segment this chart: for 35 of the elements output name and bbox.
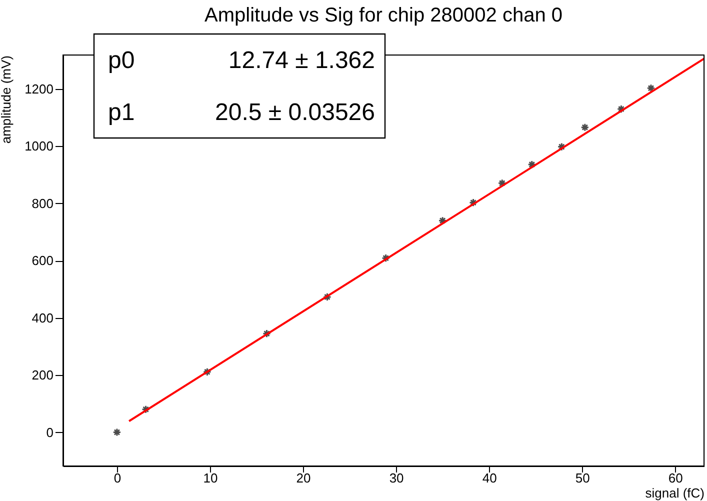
x-tick-label: 50 bbox=[575, 470, 590, 486]
x-tick-label: 60 bbox=[668, 470, 683, 486]
y-tick-label: 0 bbox=[46, 424, 54, 440]
point bbox=[382, 254, 390, 262]
point bbox=[528, 160, 536, 169]
y-tick-label: 600 bbox=[32, 253, 54, 268]
y-tick-label: 1000 bbox=[24, 138, 54, 154]
x-tick-label: 20 bbox=[296, 470, 311, 486]
point bbox=[580, 123, 590, 132]
y-tick-label: 800 bbox=[32, 196, 54, 211]
x-tick-label: 10 bbox=[203, 470, 218, 486]
x-axis-title: signal (fC) bbox=[645, 486, 704, 500]
point bbox=[112, 428, 122, 437]
point bbox=[498, 178, 506, 188]
point bbox=[142, 405, 150, 414]
y-tick-label: 200 bbox=[32, 368, 54, 383]
point bbox=[557, 142, 566, 152]
point bbox=[646, 84, 656, 92]
y-tick-label: 1200 bbox=[24, 82, 54, 97]
y-axis-title: amplitude (mV) bbox=[0, 56, 14, 144]
annotation: p0 bbox=[108, 47, 135, 74]
annotation: 20.5 ± 0.03526 bbox=[215, 99, 375, 126]
point bbox=[262, 329, 272, 338]
x-tick-label: 40 bbox=[482, 470, 497, 486]
annotation: p1 bbox=[108, 99, 135, 126]
point bbox=[202, 368, 212, 376]
x-tick-label: 30 bbox=[389, 470, 404, 486]
y-tick-label: 400 bbox=[32, 310, 54, 326]
point bbox=[616, 104, 626, 114]
x-tick-label: 0 bbox=[114, 470, 122, 486]
annotation: 12.74 ± 1.362 bbox=[228, 47, 375, 74]
point bbox=[438, 216, 447, 225]
chart-title: Amplitude vs Sig for chip 280002 chan 0 bbox=[204, 4, 562, 26]
point bbox=[468, 198, 478, 207]
point bbox=[322, 292, 332, 302]
